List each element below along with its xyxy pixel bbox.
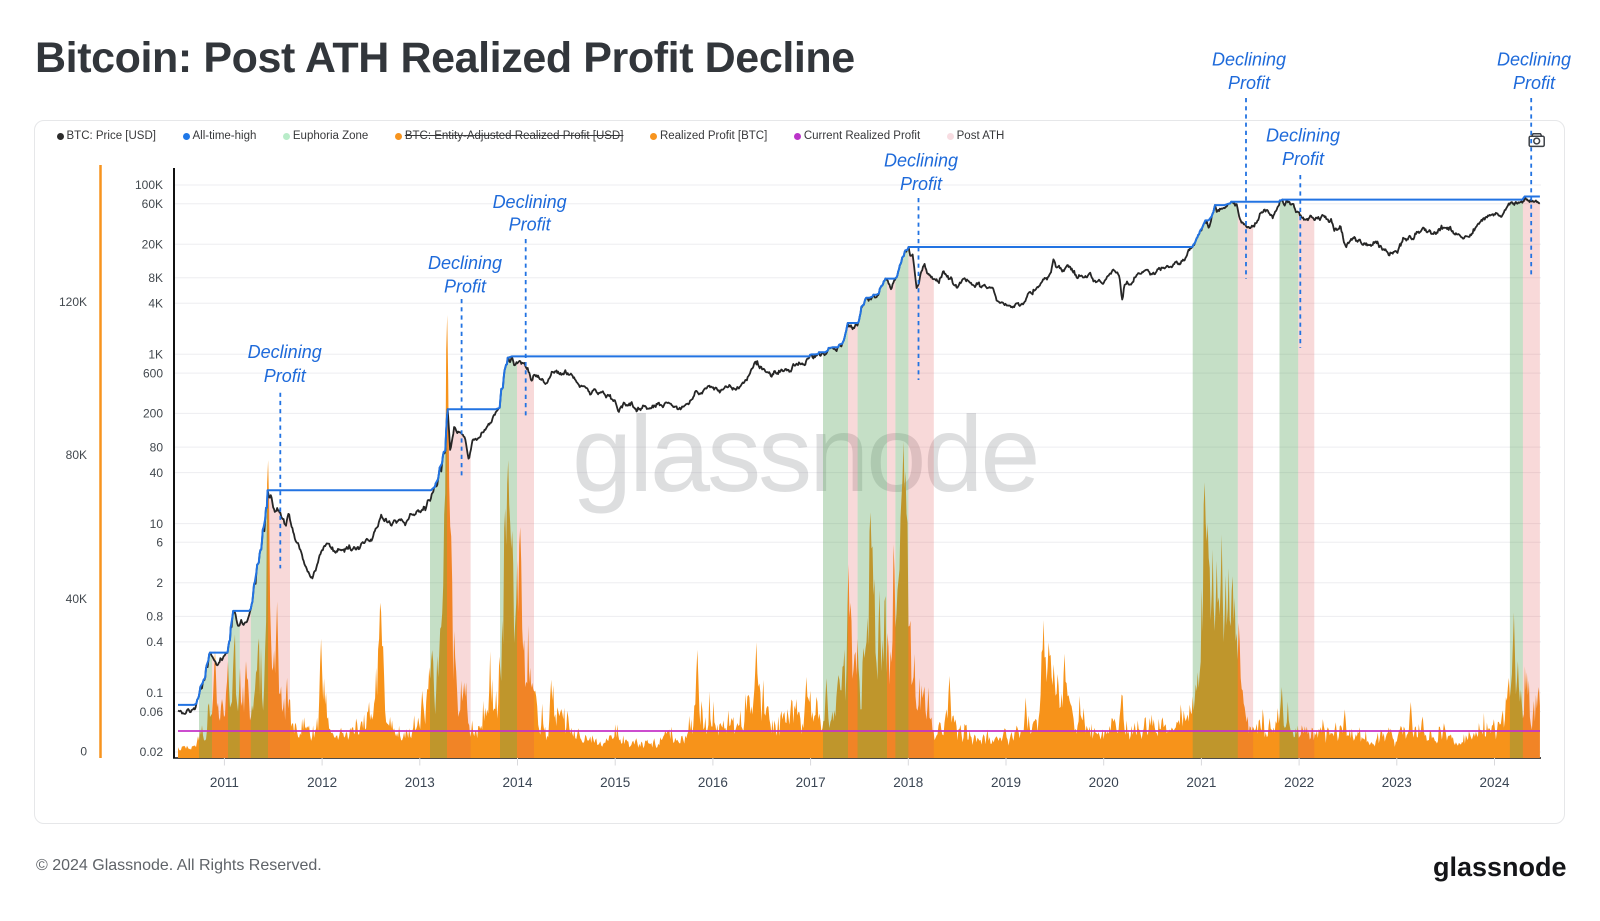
svg-text:2022: 2022: [1284, 775, 1314, 790]
svg-text:2014: 2014: [502, 775, 533, 790]
svg-text:80K: 80K: [66, 448, 87, 462]
svg-text:Profit: Profit: [509, 214, 552, 234]
svg-text:40K: 40K: [66, 592, 87, 606]
svg-text:0: 0: [80, 745, 87, 759]
svg-text:0.06: 0.06: [140, 705, 164, 719]
svg-text:Declining: Declining: [1212, 49, 1286, 69]
svg-text:2: 2: [156, 576, 163, 590]
svg-text:8K: 8K: [148, 271, 163, 285]
svg-text:Profit: Profit: [444, 276, 487, 296]
svg-text:2015: 2015: [600, 775, 630, 790]
svg-text:2021: 2021: [1186, 775, 1216, 790]
svg-text:Profit: Profit: [1282, 149, 1325, 169]
svg-text:0.02: 0.02: [140, 745, 164, 759]
svg-text:200: 200: [143, 407, 163, 421]
svg-text:Profit: Profit: [1513, 73, 1556, 93]
svg-text:120K: 120K: [59, 295, 87, 309]
svg-text:6: 6: [156, 536, 163, 550]
svg-text:100K: 100K: [135, 178, 163, 192]
svg-text:60K: 60K: [142, 197, 163, 211]
svg-text:Profit: Profit: [900, 174, 943, 194]
svg-text:Profit: Profit: [264, 366, 307, 386]
svg-text:600: 600: [143, 366, 163, 380]
svg-text:0.4: 0.4: [146, 635, 163, 649]
svg-text:80: 80: [150, 440, 164, 454]
svg-text:Profit: Profit: [1228, 73, 1271, 93]
svg-text:2016: 2016: [698, 775, 728, 790]
svg-text:Declining: Declining: [1497, 49, 1571, 69]
svg-text:2020: 2020: [1089, 775, 1119, 790]
svg-text:0.1: 0.1: [146, 686, 163, 700]
svg-text:Declining: Declining: [884, 150, 958, 170]
svg-text:2019: 2019: [991, 775, 1021, 790]
svg-text:40: 40: [150, 466, 164, 480]
svg-text:glassnode: glassnode: [572, 393, 1037, 514]
svg-text:1K: 1K: [148, 348, 163, 362]
svg-text:2024: 2024: [1479, 775, 1510, 790]
svg-text:Declining: Declining: [1266, 125, 1340, 145]
svg-text:2018: 2018: [893, 775, 923, 790]
svg-text:2011: 2011: [210, 775, 239, 790]
svg-text:2017: 2017: [796, 775, 826, 790]
svg-text:20K: 20K: [142, 237, 163, 251]
svg-text:2012: 2012: [307, 775, 337, 790]
svg-text:Declining: Declining: [493, 192, 567, 212]
svg-text:2013: 2013: [405, 775, 435, 790]
svg-text:0.8: 0.8: [146, 610, 163, 624]
svg-text:2023: 2023: [1382, 775, 1412, 790]
svg-text:Declining: Declining: [248, 342, 322, 362]
svg-text:10: 10: [150, 517, 164, 531]
svg-text:Declining: Declining: [428, 253, 502, 273]
svg-text:4K: 4K: [148, 297, 163, 311]
